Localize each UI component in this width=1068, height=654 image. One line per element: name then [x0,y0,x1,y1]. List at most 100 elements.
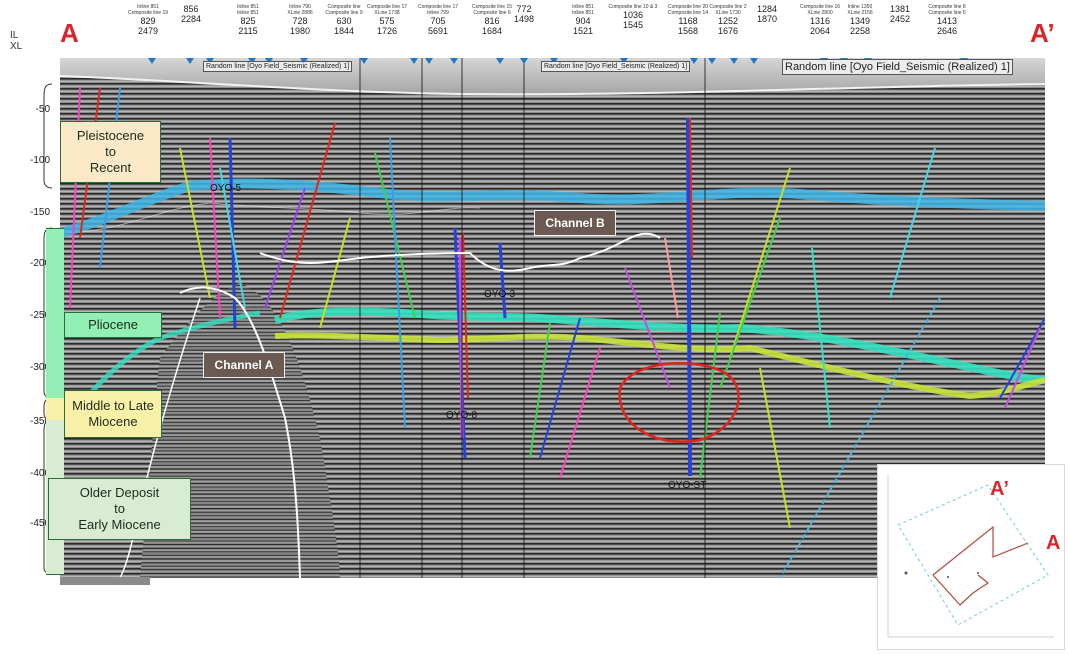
depth-tick-label: -300 [29,362,50,373]
header-column: Composite line 20 Composite line 14 1168 15… [653,4,723,36]
header-column: 856 2284 [156,4,226,24]
intersection-lines [359,58,706,578]
scale-bar [60,577,150,585]
header-line-2: Inline 799 [427,10,449,16]
channel-b-outline [259,232,661,272]
header-xl-value: 5691 [427,26,449,36]
header-column: Composite line 17 Inline 799 705 5691 [403,4,473,36]
depth-tick-label: -350 [29,416,50,427]
header-xl-value: 1726 [376,26,398,36]
header-xl-value: 1980 [289,26,311,36]
header-line-2: Composite line 19 [127,10,169,16]
header-line-1: Composite line 20 [667,4,709,10]
depth-tick-label: -150 [29,207,50,218]
header-xl-value: 1568 [677,26,699,36]
section-start-label: A [60,18,79,48]
reflector-line [60,202,481,234]
depth-tick-label: -200 [29,258,50,269]
stage-pleistocene-line3: Recent [89,160,132,176]
header-il-value: 728 [292,16,308,26]
stage-pliocene-label: Pliocene [88,316,138,332]
header-xl-value: 2284 [180,14,202,24]
location-map-inset: A’ A [877,464,1065,650]
header-il-value: 829 [140,16,156,26]
header-column: Composite line 16 XLine 2800 1316 2064 [785,4,855,36]
header-il-value: 1381 [889,4,911,14]
stage-mlm-line1: Middle to Late [72,397,154,413]
header-il-value: 1168 [678,16,698,26]
stage-pliocene-band [46,228,64,400]
header-il-value: 1349 [849,16,871,26]
header-line-2: Composite line 5 [928,10,966,16]
il-axis-label: IL [10,30,19,41]
header-column: Composite line 17 XLine 1738 575 1726 [352,4,422,36]
header-xl-value: 1498 [513,14,535,24]
header-column: Composite line 10 & 3 1036 1545 [598,4,668,30]
fault-lines [69,87,1045,578]
stage-pleistocene: Pleistocene to Recent [60,121,161,183]
header-xl-value: 1521 [572,26,594,36]
header-xl-value: 1545 [622,20,644,30]
depth-tick-label: -400 [29,468,50,479]
header-il-value: 904 [575,16,591,26]
header-line-1: Inline 851 [237,4,259,10]
header-column: Inline 851 Inline 851 825 2115 [213,4,283,36]
channel-a-label: Channel A [214,358,274,372]
stage-mlm-line2: Miocene [88,414,138,429]
header-column: Inline 1350 XLine 2156 1349 2258 [825,4,895,36]
inset-start-label: A [1046,532,1061,554]
header-xl-value: 2479 [137,26,159,36]
header-il-value: 1316 [809,16,831,26]
channel-b-callout: Channel B [534,210,616,236]
header-line-1: Composite line 17 [417,4,459,10]
header-column: 1284 1870 [732,4,802,24]
well-label-oyo-3: OYO-3 [484,289,516,300]
stage-miocene-band [46,398,64,421]
stage-older-line2: to [114,500,125,516]
header-il-value: 816 [484,16,500,26]
header-line-1: Composite line 16 [799,4,841,10]
section-banner-3: Random line [Oyo Field_Seismic (Realized… [782,59,1013,75]
header-line-1: Inline 851 [137,4,159,10]
header-line-1: Inline 1350 [847,4,873,10]
header-column: Composite line 8 Composite line 5 1413 2646 [912,4,982,36]
header-il-value: 856 [183,4,199,14]
header-column: Composite line 2 XLine 1730 1252 1676 [693,4,763,36]
header-line-2: Composite line 9 [325,10,363,16]
depth-tick-label: -50 [35,104,50,115]
header-xl-value: 1676 [717,26,739,36]
depth-tick-label: -250 [29,310,50,321]
location-map [887,475,1054,638]
header-xl-value: 1844 [333,26,355,36]
well-label-oyo-5: OYO-5 [210,183,242,194]
header-xl-value: 2115 [238,26,258,36]
section-end-label: A’ [1030,18,1055,48]
header-line-2: XLine 1738 [374,10,400,16]
header-il-value: 630 [336,16,352,26]
header-il-value: 1252 [717,16,739,26]
channel-a-callout: Channel A [203,352,285,378]
inset-end-label: A’ [990,478,1009,500]
xl-axis-label: XL [10,41,23,52]
header-xl-value: 2258 [849,26,871,36]
well-label-oyo-8: OYO-8 [446,410,478,421]
header-il-value: 575 [379,16,395,26]
header-line-2: Composite line 6 [473,10,511,16]
header-line-2: XLine 1730 [715,10,741,16]
header-il-value: 705 [430,16,446,26]
horizon-blue [60,178,1045,238]
header-xl-value: 1684 [481,26,503,36]
section-banner-1: Random line [Oyo Field_Seismic (Realized… [203,61,353,72]
header-il-value: 1284 [756,4,778,14]
header-column: Inline 851 Composite line 19 829 2479 [113,4,183,36]
header-line-2: Inline 851 [237,10,259,16]
header-il-value: 772 [516,4,532,14]
header-line-1: Composite line 2 [709,4,747,10]
header-il-value: 1413 [936,16,958,26]
header-il-value: 825 [240,16,256,26]
depth-tick-label: -450 [29,518,50,529]
well-label-oyo-st: OYO-ST [668,480,707,491]
header-line-1: Composite line 15 [471,4,513,10]
header-xl-value: 2646 [936,26,958,36]
